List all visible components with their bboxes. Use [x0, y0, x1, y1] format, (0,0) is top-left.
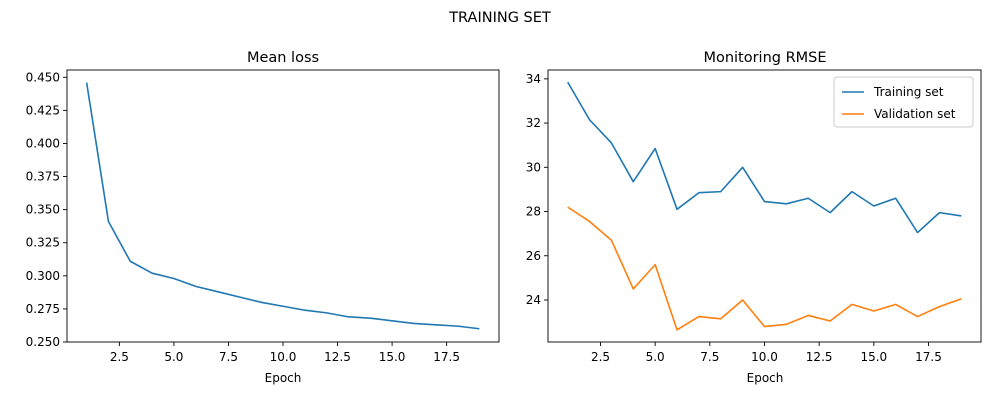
monitoring-rmse-xtick-label: 12.5: [806, 350, 833, 364]
mean-loss-xlabel: Epoch: [265, 371, 302, 385]
monitoring-rmse-plot-area: 2.5 5.0 7.5 10.0 12.5 15.0 17.5 24 26 28 30 32 34: [526, 69, 982, 364]
mean-loss-ytick-label: 0.375: [26, 170, 60, 184]
monitoring-rmse-legend-label-validation-set: Validation set: [874, 107, 956, 121]
mean-loss-xtick-label: 5.0: [164, 350, 183, 364]
figure-title: TRAINING SET: [448, 10, 551, 26]
monitoring-rmse-ytick-label: 30: [526, 160, 541, 174]
mean-loss-series-0-line: [85, 82, 480, 330]
mean-loss-ytick-label: 0.325: [26, 236, 60, 250]
mean-loss-ytick-label: 0.400: [26, 136, 60, 150]
monitoring-rmse-legend-label-training-set: Training set: [873, 85, 944, 99]
mean-loss-xtick-label: 10.0: [270, 350, 297, 364]
mean-loss-ytick-label: 0.450: [26, 70, 60, 84]
mean-loss-xtick-label: 17.5: [433, 350, 460, 364]
monitoring-rmse-ytick-label: 32: [526, 116, 541, 130]
monitoring-rmse-xtick-label: 5.0: [646, 350, 665, 364]
mean-loss-panel: Mean loss 2.5 5.0 7.5 10.0 12.5 15.0 17.5 0.250…: [26, 50, 500, 385]
monitoring-rmse-training-set-line: [566, 81, 962, 234]
monitoring-rmse-xtick-label: 17.5: [915, 350, 942, 364]
monitoring-rmse-ytick-label: 26: [526, 249, 541, 263]
mean-loss-xtick-label: 7.5: [219, 350, 238, 364]
mean-loss-ytick-label: 0.300: [26, 269, 60, 283]
monitoring-rmse-validation-set-line: [567, 206, 962, 331]
monitoring-rmse-xlabel: Epoch: [747, 371, 784, 385]
monitoring-rmse-xtick-label: 7.5: [700, 350, 719, 364]
mean-loss-plot-area: 2.5 5.0 7.5 10.0 12.5 15.0 17.5 0.250 0.275 0.300…: [26, 69, 500, 364]
mean-loss-ytick-label: 0.425: [26, 103, 60, 117]
monitoring-rmse-ytick-label: 24: [526, 293, 541, 307]
monitoring-rmse-xtick-label: 10.0: [751, 350, 778, 364]
monitoring-rmse-ytick-label: 34: [526, 72, 541, 86]
mean-loss-ytick-label: 0.275: [26, 302, 60, 316]
monitoring-rmse-legend: Training set Validation set: [833, 76, 974, 128]
mean-loss-title: Mean loss: [247, 50, 319, 66]
monitoring-rmse-ytick-label: 28: [526, 205, 541, 219]
mean-loss-xtick-label: 2.5: [110, 350, 129, 364]
mean-loss-ytick-label: 0.350: [26, 203, 60, 217]
monitoring-rmse-panel: Monitoring RMSE 2.5 5.0 7.5 10.0 12.5 15.0 17.…: [526, 50, 982, 385]
mean-loss-ytick-label: 0.250: [26, 335, 60, 349]
monitoring-rmse-xtick-label: 15.0: [860, 350, 887, 364]
monitoring-rmse-xtick-label: 2.5: [591, 350, 610, 364]
mean-loss-xtick-label: 12.5: [324, 350, 351, 364]
mean-loss-xtick-label: 15.0: [379, 350, 406, 364]
monitoring-rmse-legend-box: [833, 76, 974, 128]
monitoring-rmse-title: Monitoring RMSE: [703, 50, 826, 66]
